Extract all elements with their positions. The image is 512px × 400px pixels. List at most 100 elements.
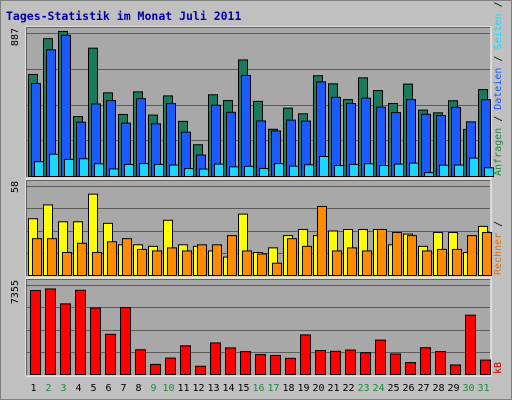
x-tick-label: 8 [135,383,141,394]
x-tick-label: 2 [45,383,51,394]
bar-kb-day-12 [195,365,206,376]
bar-rechner-day-20 [317,205,327,276]
x-tick-label: 12 [192,383,204,394]
x-tick-label: 14 [222,383,234,394]
bar-rechner-day-12 [197,244,207,277]
panel-bottom-max-label: 7355 [10,280,21,304]
bar-seiten-day-10 [169,164,179,178]
axis-caption-part: / [493,221,504,233]
bar-kb-day-18 [285,357,296,375]
bar-rechner-day-28 [437,248,447,276]
bar-seiten-day-17 [274,163,284,178]
bar-seiten-day-25 [394,163,404,177]
x-tick-label: 11 [177,383,189,394]
bar-seiten-day-20 [319,156,329,177]
bar-kb-day-14 [225,347,236,376]
series-kb [30,288,491,376]
bar-seiten-day-18 [289,165,299,177]
x-tick-label: 30 [462,383,474,394]
bar-kb-day-27 [420,347,431,376]
bar-seiten-day-9 [154,163,164,177]
bar-seiten-day-8 [139,163,149,178]
bar-rechner-day-2 [47,238,57,276]
bar-seiten-day-13 [214,163,224,177]
bar-seiten-day-14 [229,166,239,178]
x-tick-label: 13 [207,383,219,394]
x-tick-label: 17 [267,383,279,394]
bar-seiten-day-16 [259,167,269,177]
bar-kb-day-4 [75,289,86,376]
bar-rechner-day-6 [107,241,117,276]
bar-kb-day-5 [90,307,101,375]
panel-top-bevel [26,27,491,178]
axis-caption-part: kB [493,362,504,374]
bar-rechner-day-4 [77,242,87,276]
bar-rechner-day-16 [257,253,267,277]
bar-seiten-day-28 [439,164,449,177]
bar-seiten-day-24 [379,165,389,177]
bar-kb-day-10 [165,357,176,376]
bar-kb-day-8 [135,349,146,376]
bar-rechner-day-5 [92,251,102,276]
bar-seiten-day-29 [454,164,464,178]
bar-rechner-day-25 [392,232,402,277]
bar-kb-day-19 [300,334,311,375]
bar-kb-day-2 [45,288,56,375]
x-tick-label: 19 [297,383,309,394]
panel-top: 887 Anfragen / Dateien / Seiten / Besuche… [10,0,504,179]
bar-kb-day-29 [450,364,461,375]
bar-seiten-day-27 [424,172,434,178]
axis-caption-part: Seiten [493,13,504,49]
axis-caption-part: / [493,110,504,128]
x-tick-label: 25 [387,383,399,394]
x-tick-label: 6 [105,383,111,394]
bar-rechner-day-27 [422,250,432,276]
bar-kb-day-26 [405,362,416,375]
bar-dateien-day-31 [481,99,491,177]
bar-rechner-day-3 [62,251,72,276]
series-seiten [34,153,494,178]
bar-seiten-day-21 [334,165,344,177]
bar-kb-day-11 [180,345,191,375]
series-rechner [32,205,492,277]
bar-rechner-day-26 [407,235,417,277]
bar-rechner-day-8 [137,248,147,276]
bar-seiten-day-5 [94,163,104,177]
bar-seiten-day-22 [349,163,359,177]
bar-rechner-day-21 [332,250,342,276]
bar-rechner-day-30 [467,235,477,277]
axis-caption-part: / [493,0,504,13]
bar-rechner-day-15 [242,250,252,276]
x-tick-label: 15 [237,383,249,394]
bar-kb-day-16 [255,354,266,375]
bar-kb-day-13 [210,342,221,375]
bar-seiten-day-31 [484,167,494,177]
bar-rechner-day-31 [482,232,492,277]
bar-kb-day-9 [150,363,161,375]
bar-rechner-day-9 [152,250,162,276]
bar-dateien-day-21 [331,96,341,177]
x-tick-label: 18 [282,383,294,394]
chart-title: Tages-Statistik im Monat Juli 2011 [6,9,241,23]
panel-top-axis-caption: Anfragen / Dateien / Seiten / Besuche / [493,0,504,176]
bar-dateien-day-6 [106,100,116,177]
x-tick-label: 5 [90,383,96,394]
panel-top-max-label: 887 [10,28,21,46]
series-dateien [31,34,491,178]
bar-kb-day-20 [315,349,326,375]
bar-dateien-day-15 [241,74,251,177]
bar-rechner-day-13 [212,244,222,277]
x-tick-label: 27 [417,383,429,394]
bar-kb-day-1 [30,290,41,376]
panel-middle: 58 Rechner / [10,179,504,278]
panel-middle-axis-caption: Rechner / [493,221,504,275]
bar-kb-day-23 [360,352,371,376]
bar-seiten-day-23 [364,163,374,177]
x-tick-label: 26 [402,383,414,394]
bar-kb-day-28 [435,351,446,376]
bar-rechner-day-19 [302,245,312,277]
bar-seiten-day-19 [304,164,314,177]
x-tick-label: 24 [372,383,384,394]
x-tick-label: 29 [447,383,459,394]
